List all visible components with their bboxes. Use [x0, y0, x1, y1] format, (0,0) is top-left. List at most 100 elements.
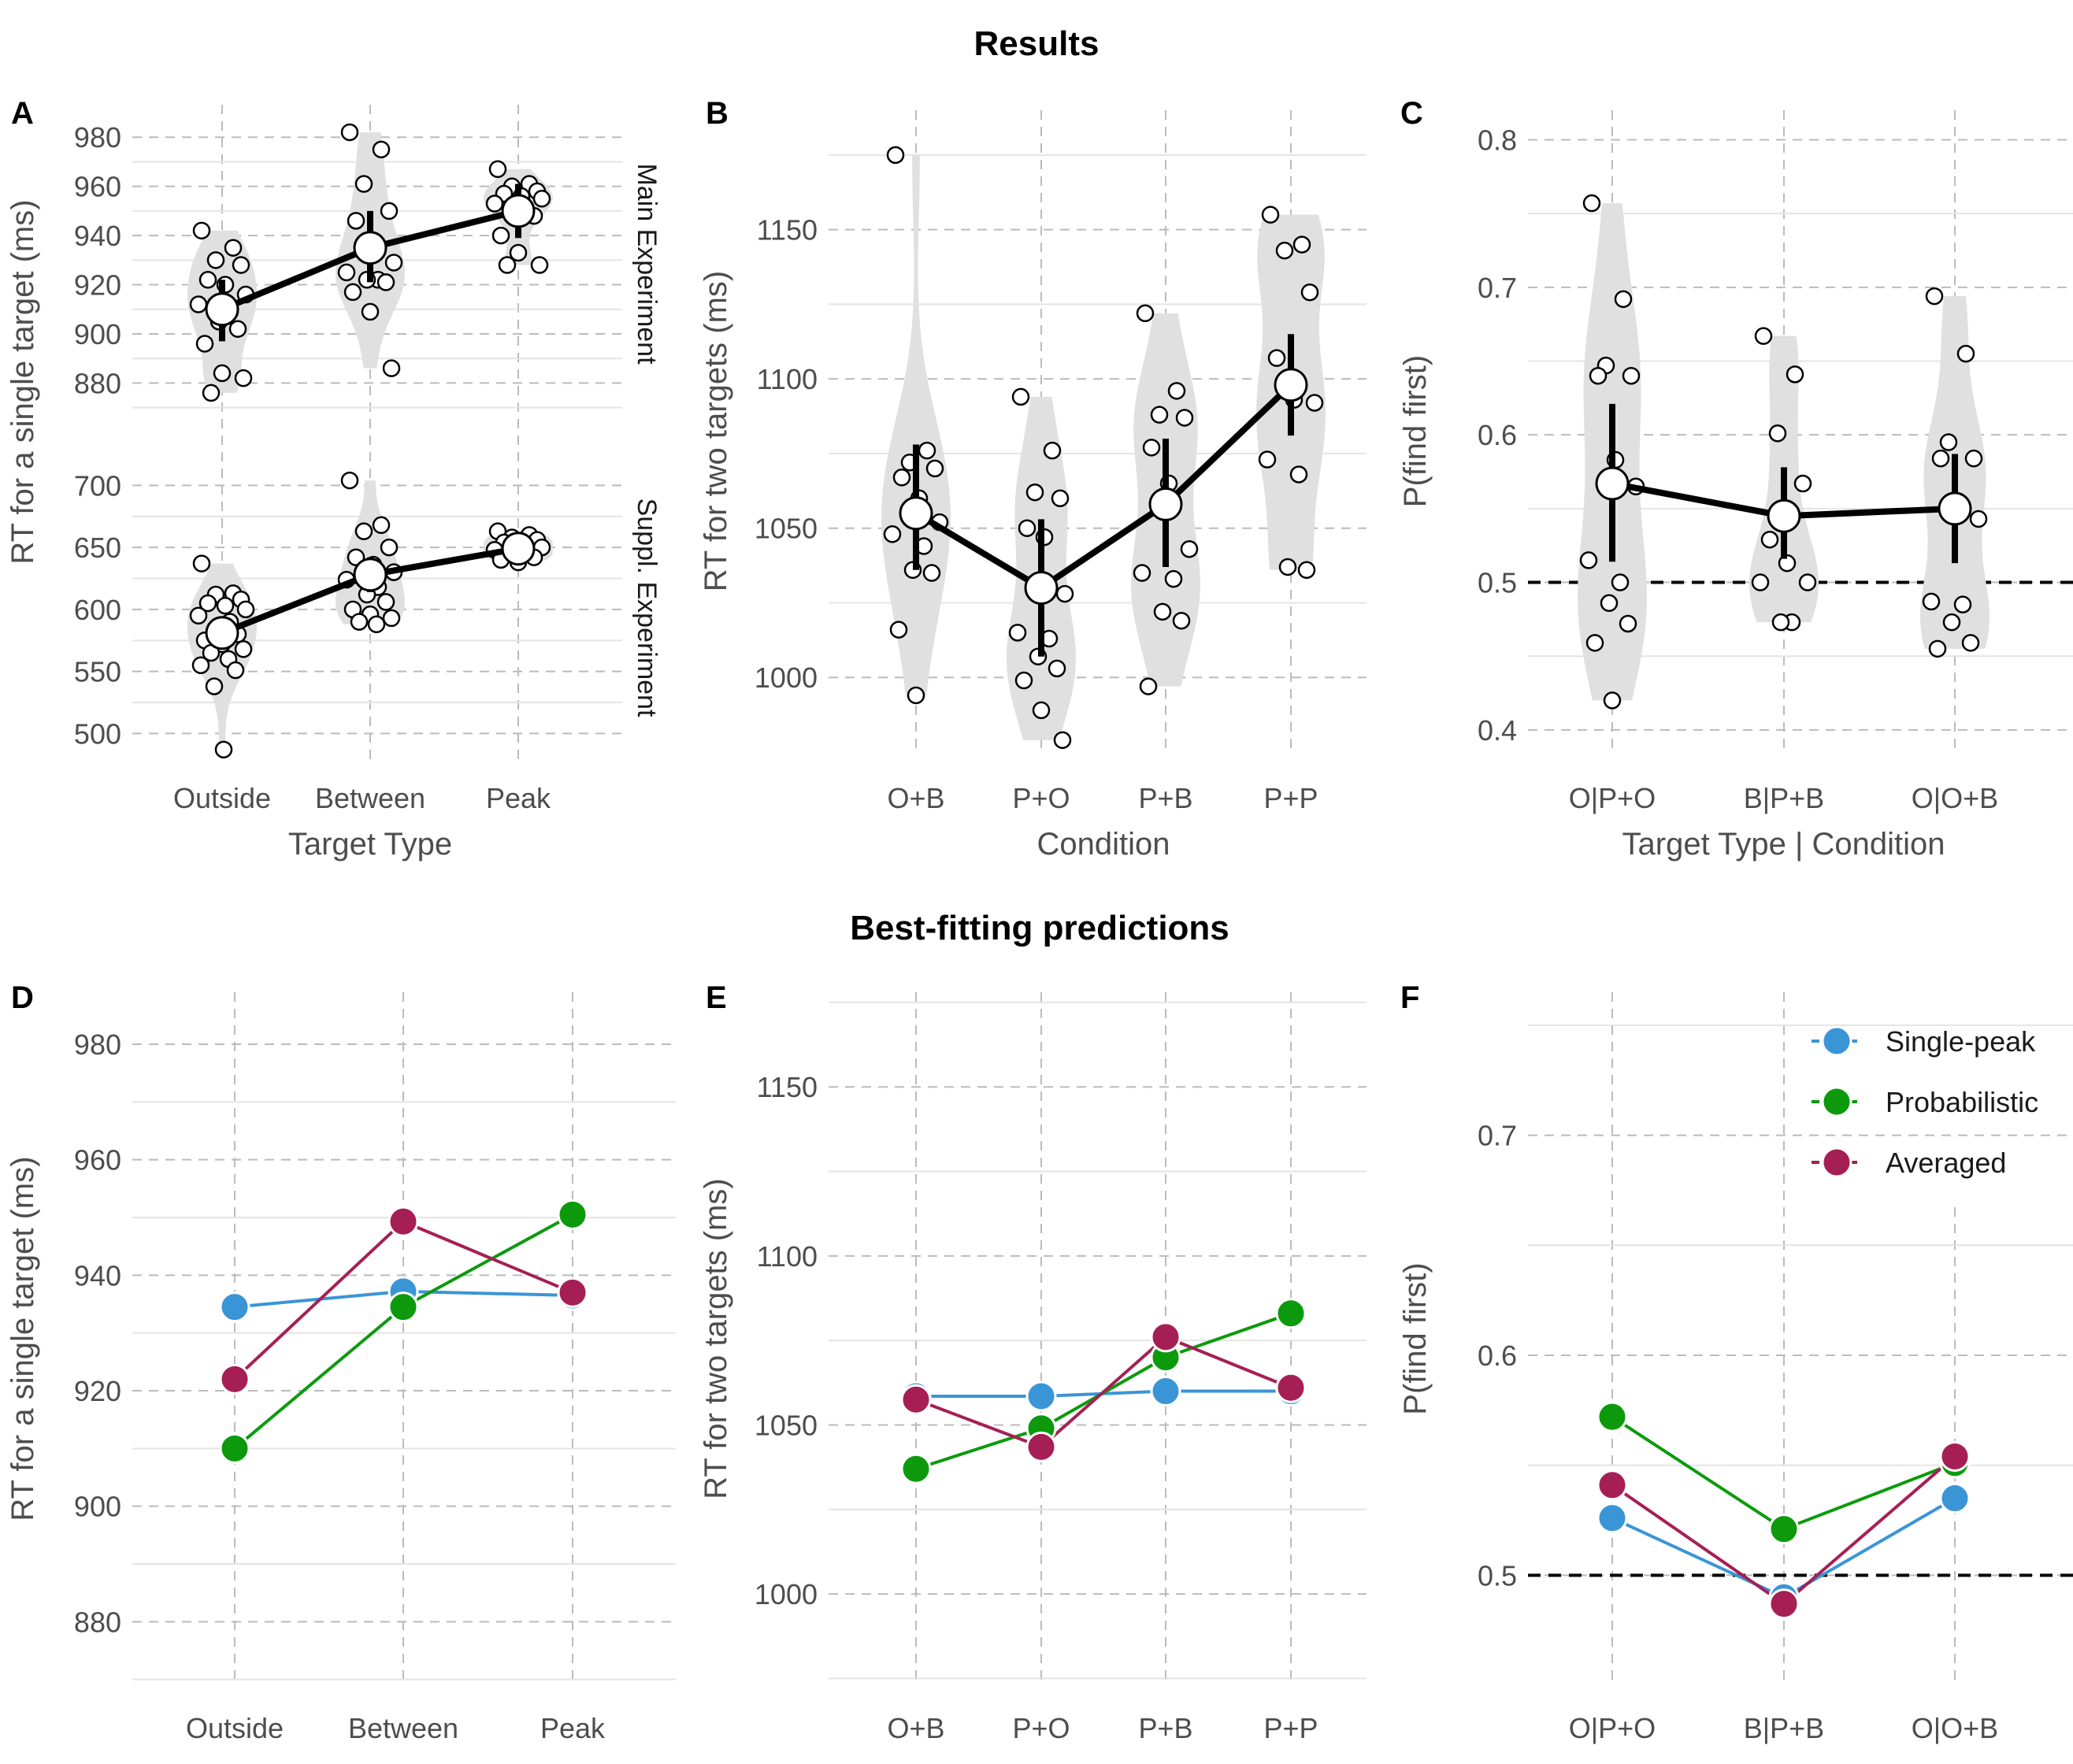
data-point — [1798, 573, 1817, 591]
x-axis-label: Condition — [1036, 827, 1170, 862]
y-tick-label: 1000 — [755, 662, 818, 694]
data-point — [1614, 290, 1633, 309]
data-point — [488, 160, 507, 179]
data-point — [889, 621, 908, 639]
data-point — [498, 256, 517, 274]
legend-key-point — [1821, 1086, 1852, 1117]
data-point — [1014, 671, 1033, 690]
data-point — [1582, 194, 1601, 213]
data-point — [376, 593, 395, 611]
data-point — [198, 271, 217, 289]
mean-point — [1938, 491, 1972, 526]
data-point — [1289, 465, 1308, 484]
x-tick-label: P+B — [1138, 1712, 1192, 1744]
violin-shape — [336, 480, 405, 624]
data-point — [347, 212, 365, 230]
panel-c: C 0.4 0.5 0.6 0.7 0.8 O|P+O B|P+B O|O+B Target Ty… — [1398, 96, 2073, 862]
data-point — [192, 554, 211, 573]
panel-b: B 1000 1050 1100 1150 O+B P+O P+B P+P Condition RT… — [699, 96, 1367, 862]
data-point — [1939, 433, 1958, 451]
data-point — [1622, 366, 1641, 385]
data-point — [530, 256, 549, 274]
data-point — [1175, 409, 1194, 427]
data-point — [189, 606, 208, 624]
data-point — [1964, 449, 1983, 468]
series-point — [1939, 1440, 1971, 1472]
legend-key-point — [1821, 1025, 1852, 1057]
y-tick-label: 880 — [74, 1606, 121, 1638]
data-point — [206, 251, 225, 269]
y-tick-label: 880 — [74, 367, 121, 399]
y-tick-label: 1150 — [757, 214, 818, 246]
data-point — [1953, 595, 1972, 613]
data-point — [1771, 613, 1790, 632]
y-tick-label: 1050 — [755, 1409, 818, 1441]
y-tick-label: 960 — [74, 171, 121, 203]
series-point — [557, 1277, 588, 1308]
x-tick-label: P+O — [1012, 782, 1070, 814]
y-tick-label: 900 — [74, 318, 121, 350]
series-point — [1025, 1431, 1057, 1462]
data-point — [191, 656, 210, 674]
data-point — [1048, 659, 1066, 678]
data-point — [1305, 394, 1324, 412]
y-tick-label: 700 — [74, 469, 121, 502]
data-point — [922, 564, 941, 582]
data-point — [340, 123, 359, 142]
data-point — [1180, 539, 1199, 558]
x-tick-label: Peak — [540, 1712, 606, 1744]
data-point — [350, 613, 369, 631]
y-tick-label: 1050 — [755, 513, 818, 545]
y-tick-label: 0.6 — [1478, 1340, 1517, 1372]
y-tick-label: 980 — [74, 1028, 121, 1061]
y-tick-label: 1100 — [757, 1240, 818, 1273]
series-point — [219, 1363, 250, 1395]
panel-letter: E — [706, 980, 727, 1015]
series-point — [388, 1292, 419, 1323]
mean-point — [205, 616, 239, 650]
data-point — [1275, 241, 1294, 260]
data-point — [1164, 569, 1183, 588]
series-point — [219, 1292, 250, 1323]
y-tick-label: 500 — [74, 717, 121, 750]
data-point — [384, 254, 403, 272]
x-tick-label: P+O — [1012, 1712, 1070, 1744]
y-tick-label: 0.6 — [1478, 419, 1517, 451]
data-point — [372, 140, 391, 159]
series-line — [915, 1335, 1292, 1449]
x-tick-label: O|P+O — [1569, 782, 1656, 814]
data-point — [1025, 483, 1044, 502]
data-point — [1136, 304, 1155, 323]
x-tick-label: B|P+B — [1744, 1712, 1824, 1744]
data-point — [216, 596, 235, 615]
mean-point — [1274, 368, 1308, 402]
x-tick-label: O+B — [887, 782, 944, 814]
series-point — [1150, 1376, 1181, 1407]
series-point — [1768, 1588, 1800, 1620]
mean-point — [353, 231, 388, 265]
series-point — [1275, 1372, 1307, 1403]
x-tick-label: Between — [315, 782, 425, 814]
legend-label: Single-peak — [1886, 1025, 2036, 1058]
data-point — [1589, 366, 1608, 385]
data-point — [1579, 551, 1598, 569]
data-point — [1139, 677, 1158, 695]
y-tick-label: 650 — [74, 532, 121, 564]
series-point — [1596, 1469, 1628, 1501]
data-point — [1172, 611, 1191, 630]
data-point — [1167, 382, 1186, 400]
data-point — [532, 190, 551, 208]
series-point — [1596, 1503, 1628, 1534]
data-point — [380, 202, 399, 220]
data-point — [1611, 573, 1630, 591]
series-point — [388, 1206, 419, 1237]
panel-d: D 880 900 920 940 960 980 Outside Between Peak RT … — [6, 980, 676, 1744]
data-point — [372, 516, 391, 535]
series-point — [1150, 1321, 1181, 1353]
mean-point — [899, 496, 933, 531]
data-point — [367, 615, 386, 634]
data-point — [918, 441, 936, 460]
x-tick-label: O|P+O — [1569, 1712, 1656, 1744]
data-point — [354, 522, 373, 540]
